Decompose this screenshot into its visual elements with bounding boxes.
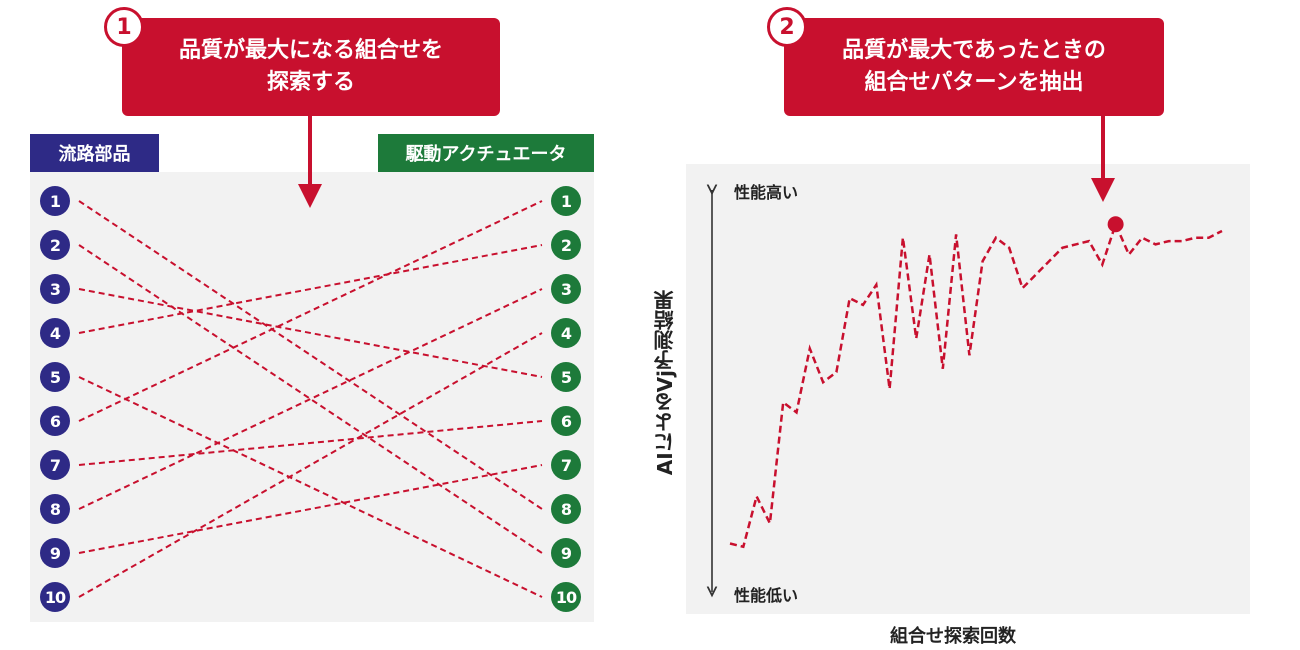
step-2-badge: 2 <box>767 7 807 47</box>
connection-8-3 <box>78 288 543 510</box>
actuator-node-4: 4 <box>551 318 581 348</box>
actuator-node-6: 6 <box>551 406 581 436</box>
y-axis-top-label: 性能高い <box>734 183 799 202</box>
connection-2-9 <box>78 244 543 554</box>
flow-part-node-2: 2 <box>40 230 70 260</box>
callout-search-line2: 探索する <box>266 70 355 95</box>
step-1-badge: 1 <box>104 7 144 47</box>
flow-part-node-6: 6 <box>40 406 70 436</box>
connection-4-2 <box>78 244 543 334</box>
callout-extract-line2: 組合せパターンを抽出 <box>864 70 1084 95</box>
flow-parts-header: 流路部品 <box>30 134 159 172</box>
flow-part-node-10: 10 <box>40 582 70 612</box>
x-axis-title: 組合せ探索回数 <box>890 626 1016 647</box>
actuator-node-2: 2 <box>551 230 581 260</box>
connection-6-1 <box>78 200 543 422</box>
actuator-node-1: 1 <box>551 186 581 216</box>
callout-search-line1: 品質が最大になる組合せを <box>178 38 443 63</box>
flow-part-node-1: 1 <box>40 186 70 216</box>
callout-extract: 品質が最大であったときの 組合せパターンを抽出 <box>784 18 1164 116</box>
actuator-node-9: 9 <box>551 538 581 568</box>
flow-part-node-7: 7 <box>40 450 70 480</box>
connection-10-4 <box>78 332 543 598</box>
callout-extract-line1: 品質が最大であったときの <box>842 38 1106 63</box>
max-quality-marker <box>1107 216 1124 233</box>
chart-panel <box>686 164 1250 614</box>
connection-1-8 <box>78 200 543 510</box>
actuator-node-7: 7 <box>551 450 581 480</box>
callout-search: 品質が最大になる組合せを 探索する <box>122 18 500 116</box>
connection-9-7 <box>78 464 543 554</box>
y-axis-bottom-label: 性能低い <box>734 586 799 605</box>
actuator-node-3: 3 <box>551 274 581 304</box>
actuator-node-8: 8 <box>551 494 581 524</box>
connection-5-10 <box>78 376 543 598</box>
actuator-node-10: 10 <box>551 582 581 612</box>
connection-7-6 <box>78 420 543 466</box>
pairing-panel <box>30 172 594 622</box>
flow-part-node-5: 5 <box>40 362 70 392</box>
actuator-node-5: 5 <box>551 362 581 392</box>
flow-part-node-3: 3 <box>40 274 70 304</box>
flow-part-node-8: 8 <box>40 494 70 524</box>
connection-3-5 <box>78 288 543 378</box>
flow-part-node-4: 4 <box>40 318 70 348</box>
quality-series-line <box>729 220 1223 549</box>
actuator-header: 駆動アクチュエータ <box>378 134 594 172</box>
flow-part-node-9: 9 <box>40 538 70 568</box>
y-axis-title: AIによるVj予測結果 <box>653 290 677 476</box>
